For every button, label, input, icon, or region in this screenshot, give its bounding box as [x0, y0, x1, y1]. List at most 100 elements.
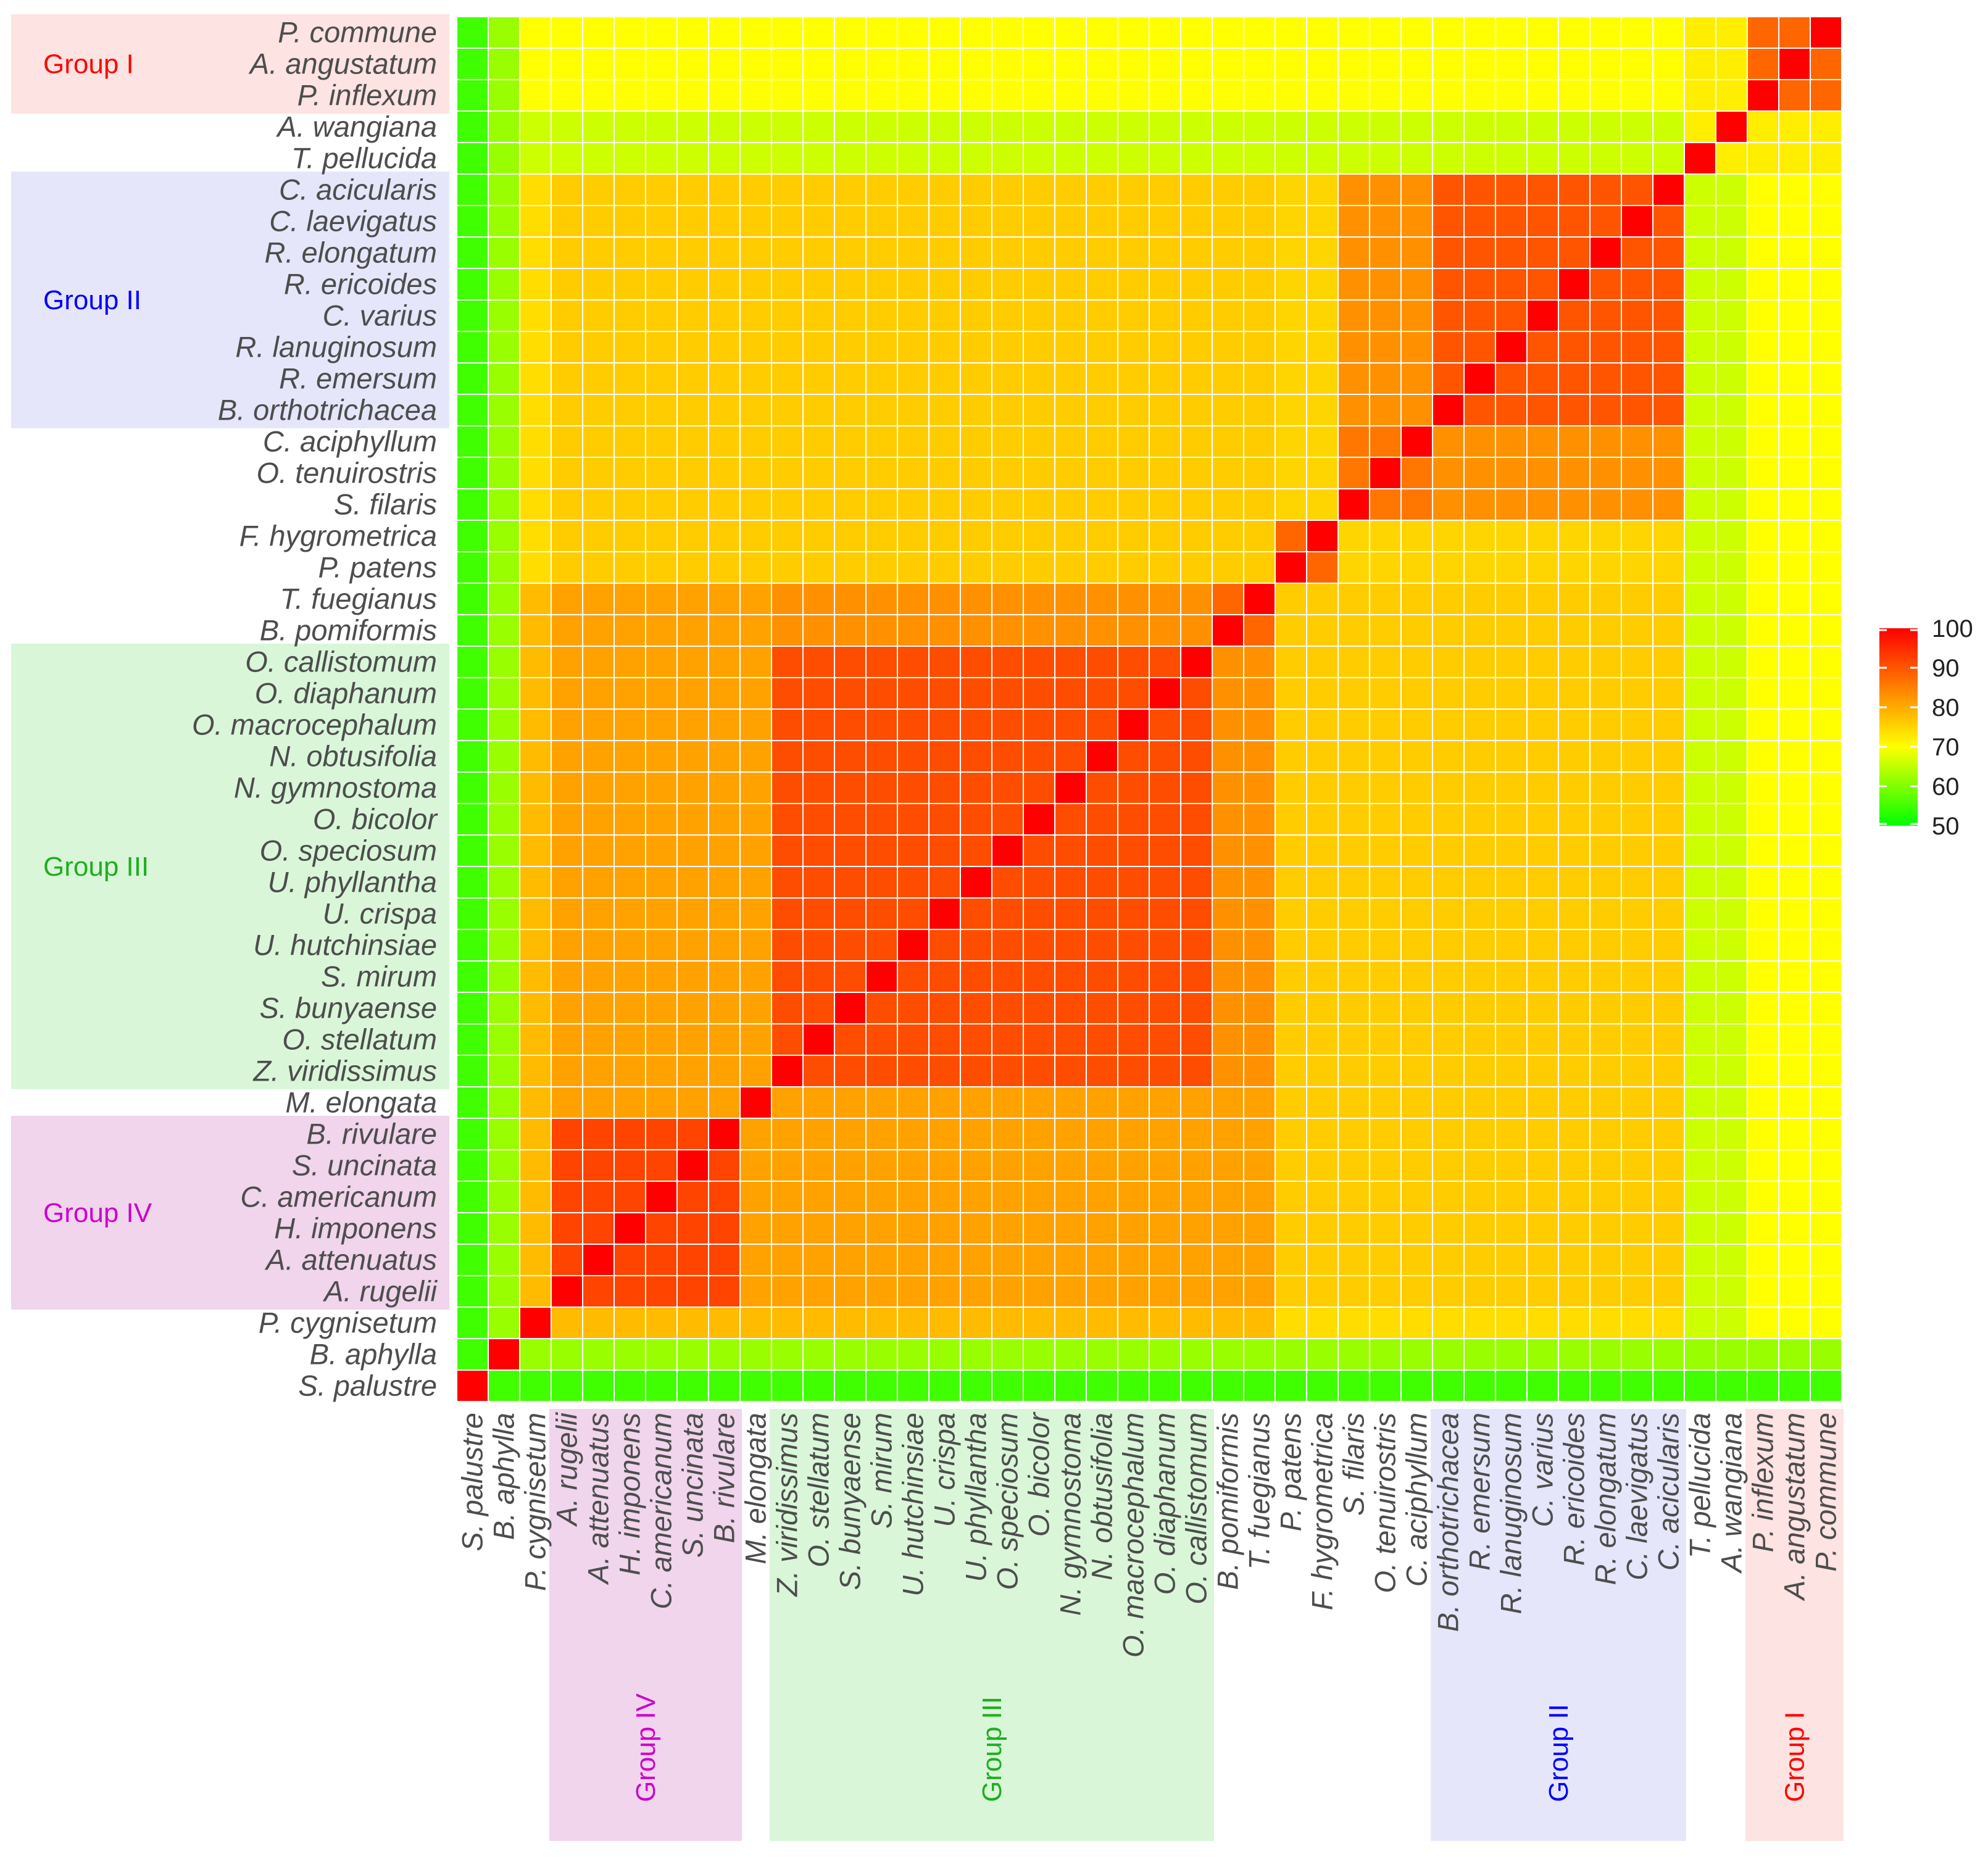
- heatmap-cell: [488, 1024, 520, 1055]
- heatmap-gridlines: [456, 16, 1842, 1402]
- heatmap-cell: [929, 835, 960, 866]
- heatmap-cell: [1590, 929, 1621, 961]
- heatmap-cell: [803, 1150, 834, 1181]
- heatmap-cell: [677, 1370, 709, 1402]
- heatmap-cell: [803, 929, 834, 961]
- heatmap-cell: [1495, 898, 1527, 929]
- heatmap-cell: [614, 363, 646, 394]
- heatmap-cell: [488, 1307, 520, 1339]
- heatmap-cell: [1684, 1276, 1716, 1307]
- heatmap-cell: [866, 206, 897, 237]
- heatmap-cell: [834, 1370, 866, 1402]
- heatmap-cell: [1779, 80, 1810, 111]
- heatmap-cell: [646, 615, 677, 646]
- heatmap-cell: [488, 394, 520, 426]
- heatmap-cell: [1590, 237, 1621, 268]
- heatmap-cell: [1118, 1181, 1149, 1213]
- heatmap-cell: [709, 1055, 740, 1087]
- heatmap-cell: [583, 552, 614, 583]
- heatmap-cell: [677, 772, 709, 804]
- heatmap-cell: [1370, 237, 1401, 268]
- heatmap-cell: [1779, 426, 1810, 457]
- heatmap-cell: [1590, 426, 1621, 457]
- heatmap-cell: [1055, 1339, 1086, 1370]
- heatmap-cell: [1370, 206, 1401, 237]
- heatmap-cell: [646, 489, 677, 520]
- heatmap-cell: [1716, 583, 1747, 615]
- heatmap-cell: [1307, 866, 1338, 898]
- heatmap-cell: [583, 1370, 614, 1402]
- heatmap-cell: [1495, 489, 1527, 520]
- heatmap-cell: [1338, 457, 1370, 489]
- heatmap-cell: [1716, 520, 1747, 552]
- heatmap-cell: [866, 1370, 897, 1402]
- heatmap-cell: [1495, 394, 1527, 426]
- heatmap-cell: [1810, 1339, 1842, 1370]
- heatmap-cell: [1275, 331, 1307, 363]
- heatmap-cell: [1464, 1118, 1495, 1150]
- heatmap-cell: [646, 1213, 677, 1244]
- heatmap-cell: [1023, 835, 1055, 866]
- heatmap-cell: [551, 1055, 583, 1087]
- heatmap-cell: [551, 929, 583, 961]
- row-label: R. lanuginosum: [235, 331, 437, 364]
- heatmap-cell: [740, 804, 771, 835]
- heatmap-cell: [834, 929, 866, 961]
- heatmap-cell: [709, 394, 740, 426]
- heatmap-cell: [992, 206, 1023, 237]
- heatmap-cell: [1401, 174, 1433, 206]
- heatmap-cell: [551, 143, 583, 174]
- heatmap-cell: [1401, 1087, 1433, 1118]
- heatmap-cell: [457, 331, 488, 363]
- heatmap-cell: [1212, 741, 1244, 772]
- heatmap-cell: [960, 489, 992, 520]
- heatmap-cell: [520, 992, 551, 1024]
- heatmap-cell: [1023, 1276, 1055, 1307]
- heatmap-cell: [1401, 804, 1433, 835]
- heatmap-cell: [1275, 1244, 1307, 1276]
- heatmap-cell: [1212, 426, 1244, 457]
- heatmap-cell: [1149, 489, 1181, 520]
- heatmap-cell: [614, 866, 646, 898]
- heatmap-cell: [1433, 1339, 1464, 1370]
- heatmap-cell: [1275, 111, 1307, 143]
- heatmap-cell: [1023, 268, 1055, 300]
- heatmap-cell: [646, 363, 677, 394]
- heatmap-cell: [803, 1024, 834, 1055]
- heatmap-cell: [1244, 1118, 1275, 1150]
- heatmap-cell: [1086, 1055, 1118, 1087]
- row-label: H. imponens: [274, 1212, 437, 1245]
- heatmap-cell: [803, 237, 834, 268]
- heatmap-cell: [646, 17, 677, 48]
- heatmap-cell: [520, 835, 551, 866]
- heatmap-cell: [1212, 48, 1244, 80]
- heatmap-cell: [1684, 300, 1716, 331]
- heatmap-cell: [803, 1339, 834, 1370]
- row-label: R. emersum: [279, 362, 437, 395]
- heatmap-cell: [866, 1181, 897, 1213]
- heatmap-cell: [1118, 394, 1149, 426]
- heatmap-cell: [677, 268, 709, 300]
- heatmap-cell: [1621, 80, 1653, 111]
- heatmap-cell: [1055, 583, 1086, 615]
- heatmap-cell: [551, 1276, 583, 1307]
- heatmap-cell: [1212, 363, 1244, 394]
- heatmap-cell: [488, 866, 520, 898]
- heatmap-cell: [1275, 1181, 1307, 1213]
- heatmap-cell: [520, 17, 551, 48]
- heatmap-cell: [1307, 646, 1338, 678]
- heatmap-cell: [1244, 866, 1275, 898]
- heatmap-cell: [457, 1118, 488, 1150]
- heatmap-cell: [803, 1213, 834, 1244]
- heatmap-cell: [488, 1150, 520, 1181]
- heatmap-cell: [1810, 237, 1842, 268]
- heatmap-cell: [1558, 1370, 1590, 1402]
- heatmap-cell: [1401, 1276, 1433, 1307]
- heatmap-cell: [740, 646, 771, 678]
- heatmap-cell: [1401, 143, 1433, 174]
- heatmap-cell: [803, 300, 834, 331]
- heatmap-cell: [1307, 520, 1338, 552]
- heatmap-cell: [992, 143, 1023, 174]
- row-label: S. uncinata: [292, 1149, 437, 1182]
- heatmap-cell: [1338, 1181, 1370, 1213]
